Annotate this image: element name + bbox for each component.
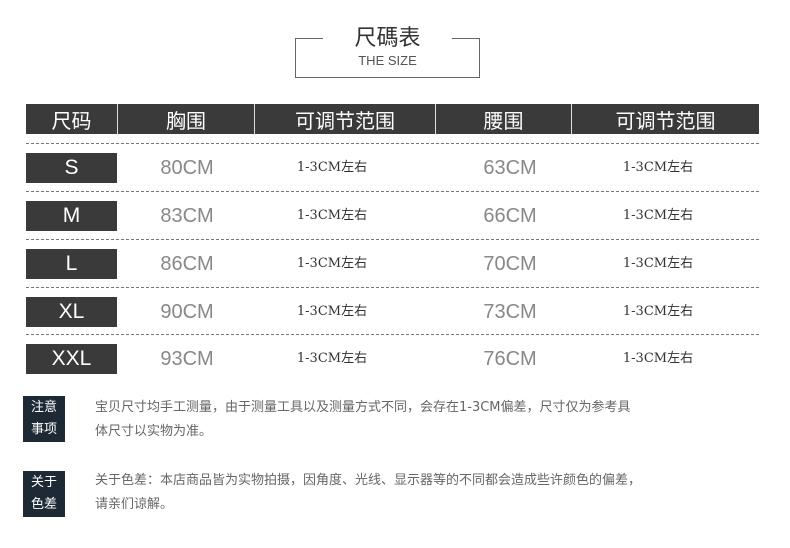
note-text-attention: 宝贝尺寸均手工测量，由于测量工具以及测量方式不同，会存在1-3CM偏差，尺寸仅为… (95, 396, 735, 444)
table-row: M 83CM 1-3CM左右 66CM 1-3CM左右 (26, 201, 759, 231)
note-line: 体尺寸以实物为准。 (95, 424, 213, 439)
size-label: S (26, 153, 117, 183)
chest-adjust-value: 1-3CM左右 (296, 351, 368, 366)
waist-adjust-value: 1-3CM左右 (622, 304, 694, 319)
note-label-line: 注意 (30, 400, 57, 415)
waist-value: 73CM (483, 301, 537, 323)
note-text-color: 关于色差：本店商品皆为实物拍摄，因角度、光线、显示器等的不同都会造成些许颜色的偏… (95, 469, 735, 517)
note-label-color: 关于 色差 (23, 471, 65, 517)
waist-adjust-value: 1-3CM左右 (622, 256, 694, 271)
size-label: XL (26, 297, 117, 327)
table-row: S 80CM 1-3CM左右 63CM 1-3CM左右 (26, 153, 759, 183)
note-line: 关于色差：本店商品皆为实物拍摄，因角度、光线、显示器等的不同都会造成些许颜色的偏… (95, 473, 642, 488)
note-label-attention: 注意 事项 (23, 396, 65, 442)
chest-value: 83CM (160, 205, 214, 227)
note-line: 宝贝尺寸均手工测量，由于测量工具以及测量方式不同，会存在1-3CM偏差，尺寸仅为… (95, 400, 631, 415)
chest-value: 80CM (160, 157, 214, 179)
row-divider (26, 287, 759, 288)
chest-value: 90CM (160, 301, 214, 323)
waist-value: 63CM (483, 157, 537, 179)
table-row: XXL 93CM 1-3CM左右 76CM 1-3CM左右 (26, 344, 759, 374)
page-subtitle: THE SIZE (358, 53, 417, 68)
note-label-line: 事项 (30, 422, 57, 437)
waist-value: 70CM (483, 253, 537, 275)
chest-adjust-value: 1-3CM左右 (296, 160, 368, 175)
table-row: XL 90CM 1-3CM左右 73CM 1-3CM左右 (26, 297, 759, 327)
header-chest-adjust: 可调节范围 (255, 104, 436, 134)
row-divider (26, 191, 759, 192)
title-line-right (452, 38, 480, 39)
size-label: L (26, 249, 117, 279)
header-size: 尺码 (26, 104, 118, 134)
row-divider (26, 239, 759, 240)
table-header: 尺码 胸围 可调节范围 腰围 可调节范围 (26, 104, 759, 134)
table-row: L 86CM 1-3CM左右 70CM 1-3CM左右 (26, 249, 759, 279)
waist-adjust-value: 1-3CM左右 (622, 351, 694, 366)
waist-value: 76CM (483, 348, 537, 370)
chest-value: 93CM (160, 348, 214, 370)
note-line: 请亲们谅解。 (95, 497, 174, 512)
header-chest: 胸围 (118, 104, 255, 134)
row-divider (26, 334, 759, 335)
header-waist: 腰围 (436, 104, 572, 134)
waist-value: 66CM (483, 205, 537, 227)
chest-adjust-value: 1-3CM左右 (296, 208, 368, 223)
size-label: XXL (26, 344, 117, 374)
chest-value: 86CM (160, 253, 214, 275)
row-divider (26, 143, 759, 144)
note-label-line: 关于 (30, 475, 57, 490)
title-frame (295, 38, 480, 78)
note-label-line: 色差 (30, 497, 57, 512)
page-title: 尺碼表 (354, 26, 421, 51)
chest-adjust-value: 1-3CM左右 (296, 256, 368, 271)
waist-adjust-value: 1-3CM左右 (622, 160, 694, 175)
waist-adjust-value: 1-3CM左右 (622, 208, 694, 223)
header-waist-adjust: 可调节范围 (615, 108, 716, 133)
size-label: M (26, 201, 117, 231)
chest-adjust-value: 1-3CM左右 (296, 304, 368, 319)
title-line-left (295, 38, 323, 39)
